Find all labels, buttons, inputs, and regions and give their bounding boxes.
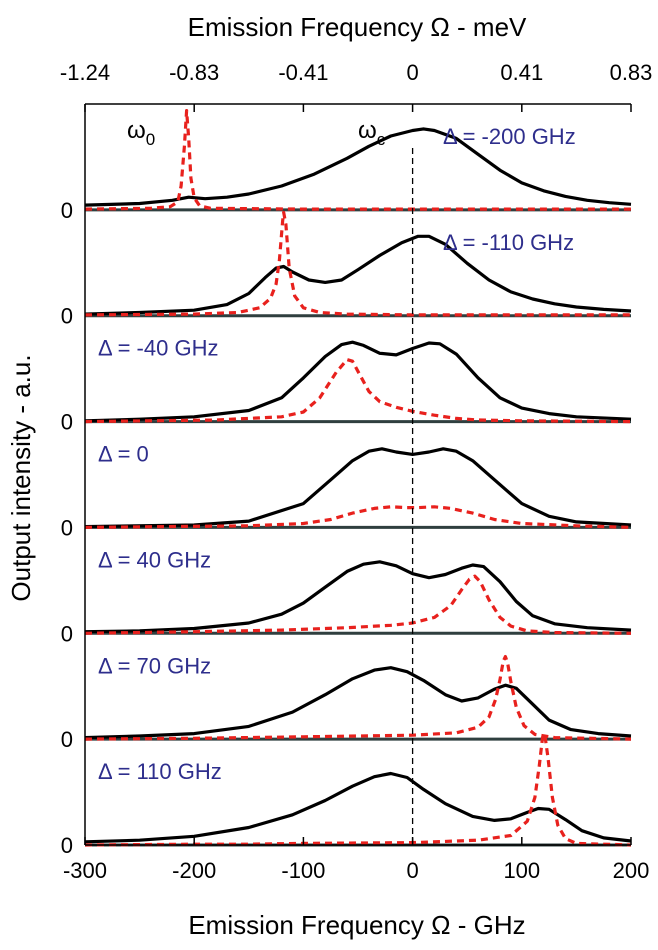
top-tick-label: -1.24 [60, 60, 110, 85]
x-tick-label: 0 [406, 858, 418, 883]
y-zero-tick-label: 0 [61, 515, 73, 540]
series-line-dashed [84, 574, 632, 635]
panel-label: Δ = -110 GHz [443, 230, 574, 255]
panel-6: Δ = 70 GHz 0 [61, 653, 632, 752]
panel-label: Δ = -200 GHz [443, 124, 576, 149]
panel-5: Δ = 40 GHz 0 [61, 547, 632, 646]
top-tick-label: 0.83 [610, 60, 653, 85]
panel-label: Δ = -40 GHz [98, 336, 218, 361]
x-tick-label: -200 [172, 858, 216, 883]
top-axis-title: Emission Frequency Ω - meV [188, 12, 527, 42]
y-zero-tick-label: 0 [61, 304, 73, 329]
panel-7: Δ = 110 GHz 0 [61, 732, 632, 858]
panel-4: Δ = 0 0 [61, 442, 632, 540]
y-axis-title: Output intensity - a.u. [6, 354, 36, 601]
y-zero-tick-label: 0 [61, 198, 73, 223]
y-zero-tick-label: 0 [61, 833, 73, 858]
series-line-solid [84, 447, 632, 529]
panel-2: Δ = -110 GHz 0 [61, 210, 632, 329]
omega0-label: ω0 [127, 117, 155, 149]
top-tick-label: 0.41 [500, 60, 543, 85]
series-line-dashed [84, 655, 632, 741]
top-tick-label: -0.41 [278, 60, 328, 85]
top-tick-label: -0.83 [169, 60, 219, 85]
series-line-dashed [84, 358, 632, 424]
panel-label: Δ = 70 GHz [98, 653, 211, 678]
top-tick-label: 0 [406, 60, 418, 85]
y-zero-tick-label: 0 [61, 410, 73, 435]
x-tick-label: -100 [281, 858, 325, 883]
x-tick-label: -300 [63, 858, 107, 883]
series-line-solid [84, 127, 632, 207]
series-line-solid [84, 666, 632, 740]
x-axis-title: Emission Frequency Ω - GHz [188, 910, 525, 940]
panel-1: Δ = -200 GHz 0 [61, 109, 632, 223]
panel-label: Δ = 110 GHz [98, 759, 222, 784]
y-zero-tick-label: 0 [61, 621, 73, 646]
x-tick-label: 200 [613, 858, 650, 883]
series-line-dashed [84, 210, 631, 317]
series-line-dashed [84, 732, 632, 847]
series-line-solid [84, 771, 632, 844]
series-line-dashed [84, 505, 632, 529]
series-line-dashed [84, 109, 631, 211]
panel-label: Δ = 0 [98, 442, 149, 467]
omegac-label: ωc [358, 117, 386, 149]
series-line-solid [84, 340, 632, 423]
panel-3: Δ = -40 GHz 0 [61, 336, 632, 435]
x-tick-label: 100 [503, 858, 540, 883]
panel-label: Δ = 40 GHz [98, 547, 211, 572]
series-line-solid [84, 234, 632, 316]
axes-layer: -300 -200 -100 0 100 200 -1.24 -0.83 -0.41 0 0.41 0… [60, 60, 652, 883]
y-zero-tick-label: 0 [61, 727, 73, 752]
